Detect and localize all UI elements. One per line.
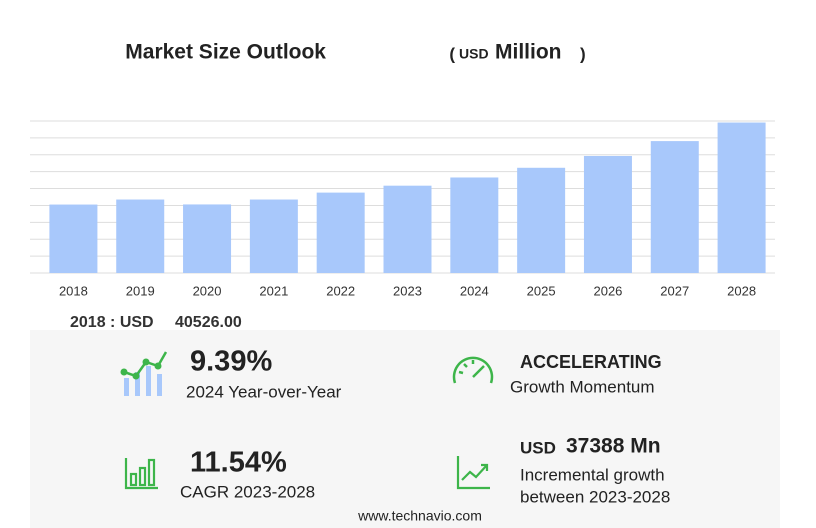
x-tick-label: 2018	[59, 283, 88, 298]
bar	[583, 155, 632, 273]
cagr-label: CAGR 2023-2028	[180, 482, 315, 501]
x-tick-label: 2021	[259, 283, 288, 298]
base-value: 40526.00	[175, 314, 242, 331]
base-label: 2018 : USD	[70, 314, 154, 331]
x-tick-label: 2023	[393, 283, 422, 298]
bar	[116, 199, 165, 273]
x-tick-label: 2027	[660, 283, 689, 298]
momentum-label: Growth Momentum	[510, 377, 655, 396]
bar	[450, 177, 499, 273]
bar	[717, 122, 766, 273]
incr-label: Incremental growth	[520, 465, 665, 484]
incr-label: between 2023-2028	[520, 487, 670, 506]
yoy-value: 9.39%	[190, 346, 272, 378]
paren: (	[449, 44, 455, 63]
yoy-icon	[120, 351, 168, 396]
x-tick-label: 2024	[460, 283, 489, 298]
bar	[517, 167, 566, 273]
bar	[316, 192, 365, 273]
x-tick-label: 2025	[527, 283, 556, 298]
currency: USD	[459, 46, 489, 62]
chart-title: Market Size Outlook	[125, 41, 326, 64]
cagr-value: 11.54%	[190, 447, 287, 479]
x-tick-label: 2020	[193, 283, 222, 298]
momentum-icon	[452, 356, 494, 384]
momentum-value: ACCELERATING	[520, 352, 662, 372]
footer: www.technavio.com	[357, 508, 482, 524]
x-tick-label: 2022	[326, 283, 355, 298]
x-tick-label: 2019	[126, 283, 155, 298]
incr-icon	[456, 456, 490, 490]
x-tick-label: 2028	[727, 283, 756, 298]
bar	[383, 185, 432, 273]
yoy-label: 2024 Year-over-Year	[186, 382, 342, 401]
bar	[650, 141, 699, 273]
incr-currency: USD	[520, 438, 556, 457]
bar	[183, 204, 232, 273]
incr-value: 37388 Mn	[566, 435, 661, 458]
cagr-icon	[124, 458, 158, 490]
paren: )	[580, 44, 586, 63]
summary-panel	[30, 330, 780, 528]
unit: Million	[495, 41, 562, 64]
x-tick-label: 2026	[593, 283, 622, 298]
bar	[49, 204, 98, 273]
bar	[249, 199, 298, 273]
